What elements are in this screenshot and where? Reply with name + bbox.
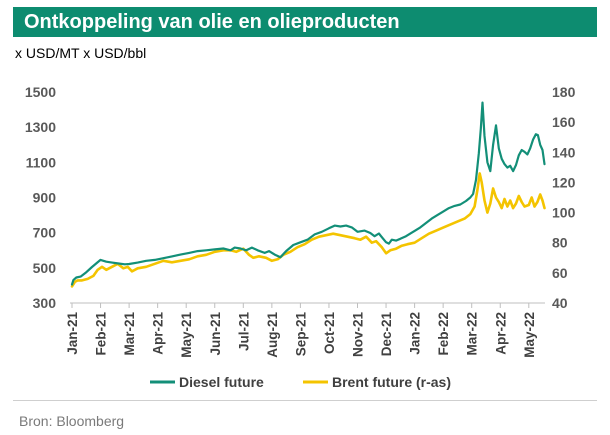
chart-title: Ontkoppeling van olie en olieproducten — [24, 11, 400, 33]
y-right-tick-label: 40 — [552, 295, 568, 311]
x-tick-label: Mar-21 — [122, 312, 137, 356]
y-left-tick-label: 1100 — [26, 154, 57, 170]
y-left-tick-label: 300 — [33, 295, 57, 311]
y-left-tick-label: 900 — [33, 190, 57, 206]
diesel-series-line — [70, 101, 546, 286]
y-left-tick-label: 700 — [33, 225, 57, 241]
y-left-tick-label: 1500 — [25, 84, 56, 100]
x-tick-label: Jul-21 — [236, 312, 251, 352]
x-tick-label: May-22 — [522, 312, 537, 358]
footer-divider — [13, 400, 597, 401]
units-label: x USD/MT x USD/bbl — [15, 45, 147, 61]
x-tick-label: Apr-21 — [151, 312, 166, 355]
y-right-tick-label: 120 — [552, 174, 576, 190]
y-right-tick-label: 60 — [552, 265, 568, 281]
x-tick-label: Feb-21 — [94, 312, 109, 356]
y-left-tick-label: 500 — [33, 260, 57, 276]
title-banner: Ontkoppeling van olie en olieproducten — [13, 7, 597, 37]
x-tick-label: Feb-22 — [436, 312, 451, 356]
y-right-tick-label: 100 — [552, 205, 576, 221]
source-note: Bron: Bloomberg — [19, 413, 125, 429]
x-tick-label: Jan-21 — [65, 312, 80, 355]
left-axis: 1500 1300 1100 900 700 500 300 — [25, 84, 56, 311]
x-tick-label: Oct-21 — [322, 312, 337, 355]
y-right-tick-label: 180 — [552, 84, 576, 100]
legend-brent-label: Brent future (r-as) — [332, 374, 451, 390]
x-tick-label: Aug-21 — [265, 312, 280, 358]
x-axis: Jan-21 Feb-21 Mar-21 Apr-21 May-21 Jun-21 Jul-… — [65, 302, 545, 358]
x-tick-label: Dec-21 — [379, 312, 394, 357]
y-right-tick-label: 140 — [552, 144, 576, 160]
right-axis: 180 160 140 120 100 80 60 40 — [552, 84, 576, 311]
legend: Diesel future Brent future (r-as) — [150, 374, 451, 390]
y-right-tick-label: 160 — [552, 114, 576, 130]
x-tick-label: Sep-21 — [293, 312, 308, 357]
x-tick-label: Jun-21 — [208, 312, 223, 356]
x-tick-label: May-21 — [179, 312, 194, 358]
x-tick-label: Apr-22 — [493, 312, 508, 355]
line-chart: 1500 1300 1100 900 700 500 300 180 160 140 120 100… — [25, 84, 576, 390]
x-tick-label: Mar-22 — [465, 312, 480, 356]
brent-series-line — [70, 172, 546, 288]
legend-diesel-label: Diesel future — [179, 374, 264, 390]
series-lines — [70, 101, 546, 288]
x-tick-label: Jan-22 — [408, 312, 423, 355]
y-left-tick-label: 1300 — [25, 119, 56, 135]
y-right-tick-label: 80 — [552, 235, 568, 251]
x-tick-label: Nov-21 — [351, 312, 366, 358]
